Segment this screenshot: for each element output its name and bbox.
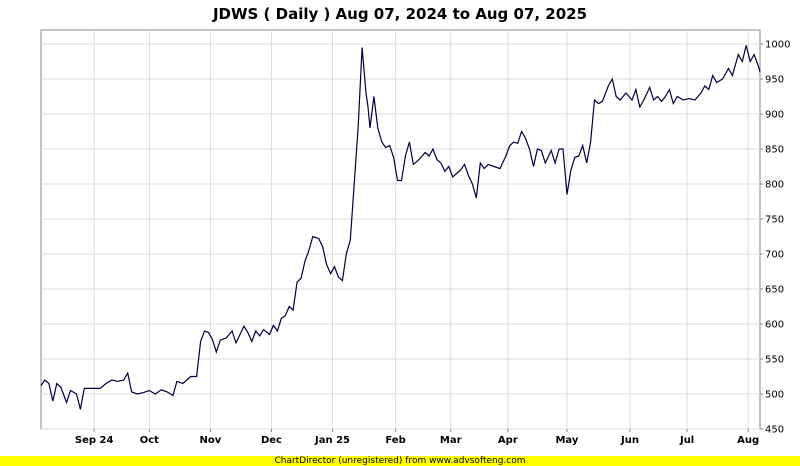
x-tick-label: Nov xyxy=(200,435,222,446)
y-axis-ticks: 450 500 550 600 650 700 750 800 850 900 950 1000 xyxy=(760,40,790,436)
chart-title: JDWS ( Daily ) Aug 07, 2024 to Aug 07, 2… xyxy=(212,5,587,23)
x-tick-label: Oct xyxy=(140,435,159,446)
x-tick-label: May xyxy=(555,435,578,446)
x-tick-label: Aug xyxy=(737,435,759,446)
y-tick-label: 850 xyxy=(765,145,784,156)
x-tick-label: Apr xyxy=(498,435,518,446)
x-tick-label: Sep 24 xyxy=(75,435,114,446)
y-tick-label: 500 xyxy=(765,390,784,401)
x-tick-label: Jan 25 xyxy=(314,435,350,446)
y-tick-label: 450 xyxy=(765,425,784,436)
price-series-line xyxy=(40,45,761,410)
y-tick-label: 900 xyxy=(765,110,784,121)
y-tick-label: 1000 xyxy=(765,40,790,51)
plot-area xyxy=(40,29,761,430)
footer-note: ChartDirector (unregistered) from www.ad… xyxy=(0,456,800,466)
price-chart: JDWS ( Daily ) Aug 07, 2024 to Aug 07, 2… xyxy=(40,5,790,446)
x-tick-label: Jul xyxy=(679,435,694,446)
y-tick-label: 550 xyxy=(765,355,784,366)
y-tick-label: 700 xyxy=(765,250,784,261)
x-tick-label: Mar xyxy=(440,435,462,446)
x-tick-label: Feb xyxy=(385,435,405,446)
y-tick-label: 750 xyxy=(765,215,784,226)
y-tick-label: 600 xyxy=(765,320,784,331)
y-tick-label: 800 xyxy=(765,180,784,191)
y-tick-label: 950 xyxy=(765,75,784,86)
y-tick-label: 650 xyxy=(765,285,784,296)
grid-lines xyxy=(41,30,760,430)
x-axis-ticks: Sep 24 Oct Nov Dec Jan 25 Feb Mar Apr May Jun Jul A… xyxy=(75,429,759,446)
x-tick-label: Jun xyxy=(620,435,639,446)
x-tick-label: Dec xyxy=(261,435,282,446)
